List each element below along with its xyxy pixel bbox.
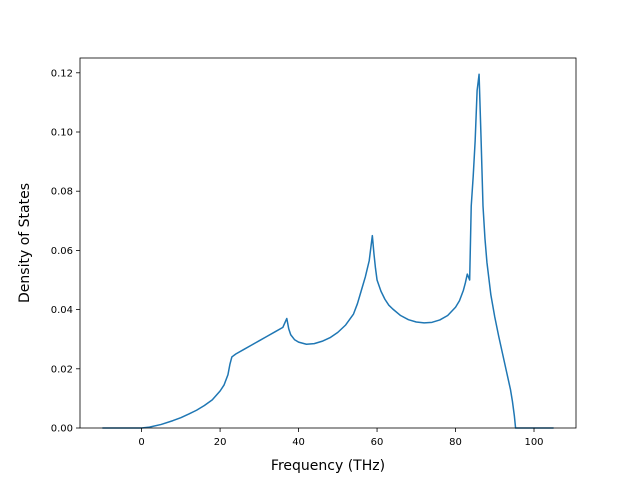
y-tick-label: 0.10 — [51, 128, 73, 139]
axes-frame — [79, 57, 577, 429]
y-tick-label: 0.06 — [51, 246, 73, 257]
x-tick-label: 100 — [524, 437, 543, 448]
x-tick-label: 0 — [138, 437, 144, 448]
y-axis-label: Density of States — [17, 183, 33, 303]
x-axis-label: Frequency (THz) — [271, 458, 385, 474]
y-tick-label: 0.04 — [51, 305, 73, 316]
y-axis-ticks: 0.00 0.02 0.04 0.06 0.08 0.10 0.12 — [51, 68, 80, 435]
x-tick-label: 40 — [292, 437, 305, 448]
y-tick-label: 0.02 — [51, 364, 73, 375]
x-tick-label: 80 — [449, 437, 462, 448]
plot-area — [102, 73, 554, 429]
x-axis-ticks: 0 20 40 60 80 100 — [138, 428, 544, 448]
y-tick-label: 0.12 — [51, 68, 73, 79]
x-tick-label: 20 — [214, 437, 227, 448]
x-tick-label: 60 — [371, 437, 384, 448]
y-tick-label: 0.00 — [51, 424, 73, 435]
y-tick-label: 0.08 — [51, 187, 73, 198]
series-line — [102, 73, 554, 429]
